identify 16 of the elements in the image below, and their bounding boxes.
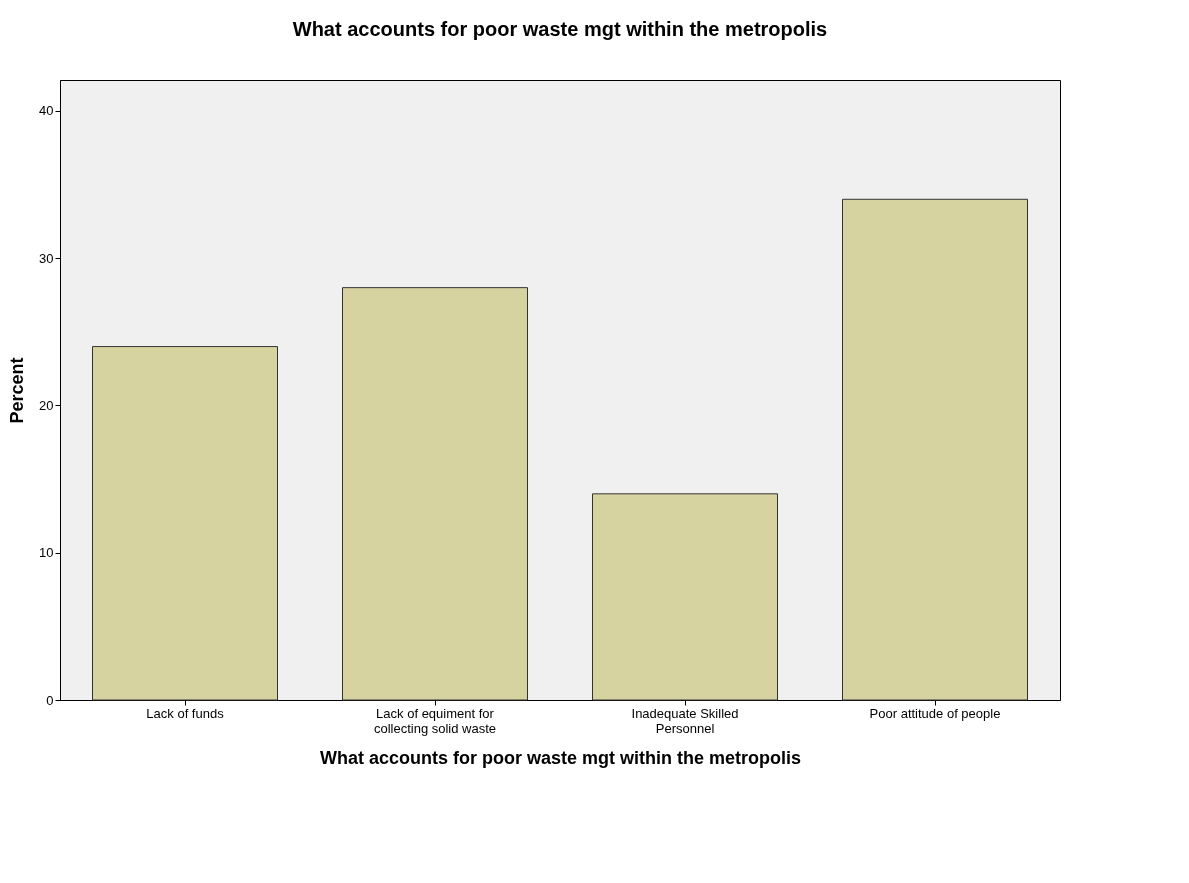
x-tick-label: Lack of funds bbox=[146, 705, 225, 721]
chart-title: What accounts for poor waste mgt within the metropolis bbox=[292, 18, 828, 40]
bar bbox=[842, 198, 1028, 701]
x-tick-label: Inadequate Skilled Personnel bbox=[631, 705, 739, 736]
bar bbox=[342, 287, 528, 701]
y-tick-label: 30 bbox=[39, 250, 54, 266]
y-tick-label: 20 bbox=[39, 397, 54, 413]
y-axis-title: Percent bbox=[7, 357, 28, 424]
bar bbox=[592, 493, 778, 701]
y-tick-label: 40 bbox=[39, 103, 54, 119]
x-axis-title: What accounts for poor waste mgt within the metropolis bbox=[319, 747, 802, 768]
y-tick-label: 10 bbox=[39, 545, 54, 561]
y-tick-label: 0 bbox=[46, 692, 54, 708]
bar bbox=[92, 346, 278, 701]
x-tick-label: Lack of equiment for collecting solid waste bbox=[373, 705, 497, 736]
x-tick-label: Poor attitude of people bbox=[869, 705, 1001, 721]
